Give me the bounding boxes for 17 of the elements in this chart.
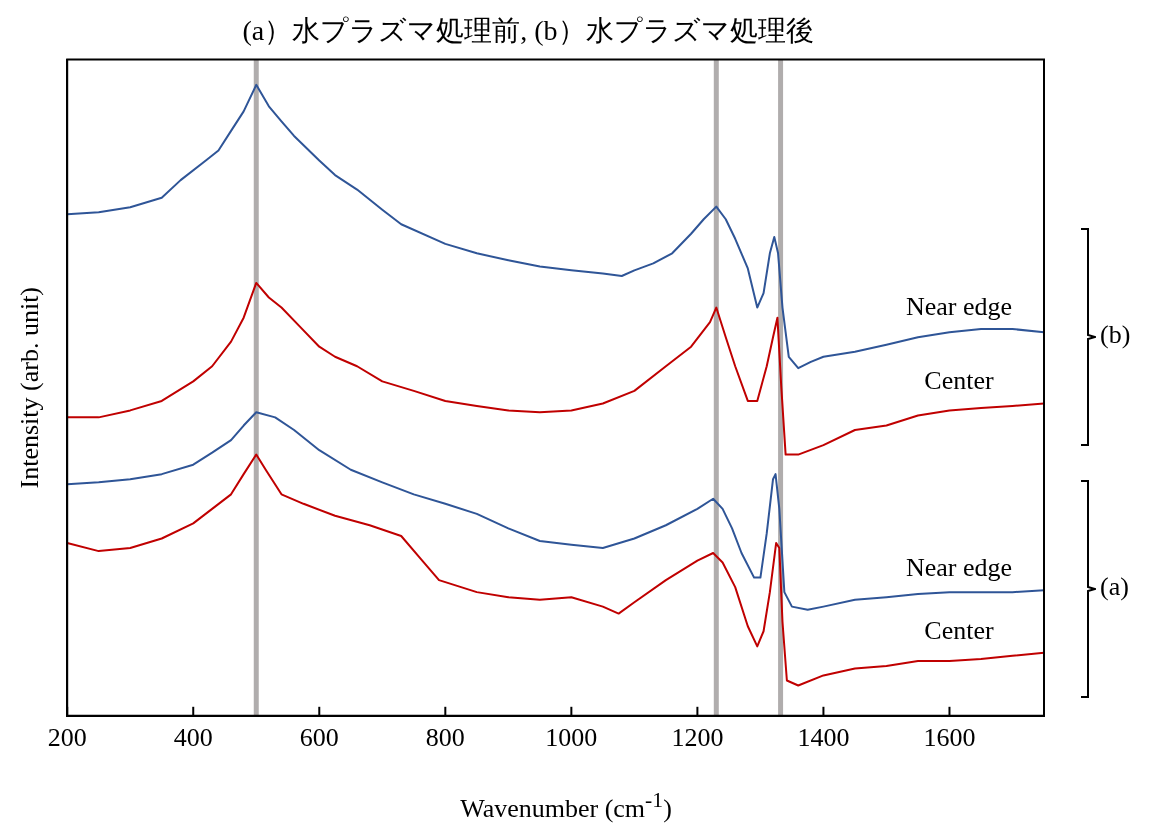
series-label: Center: [924, 615, 994, 645]
x-tick-label: 800: [425, 723, 465, 753]
text: (b): [1100, 320, 1131, 350]
series-label: Near edge: [905, 292, 1013, 322]
x-tick-label: 600: [299, 723, 339, 753]
x-tick-label: 1200: [671, 723, 724, 753]
x-tick-label: 1400: [797, 723, 850, 753]
text: (a): [1100, 572, 1129, 602]
x-tick-label: 1600: [923, 723, 976, 753]
x-tick-label: 400: [173, 723, 213, 753]
chart-title: (a）水プラズマ処理前, (b）水プラズマ処理後: [242, 15, 814, 47]
x-tick-label: 200: [47, 723, 87, 753]
y-axis-title: Intensity (arb. unit): [15, 286, 45, 489]
series-label: Near edge: [905, 553, 1013, 583]
x-axis-title: Wavenumber (cm$^{-1}$): [459, 788, 673, 824]
x-tick-label: 1000: [545, 723, 598, 753]
series-label: Center: [924, 366, 994, 396]
